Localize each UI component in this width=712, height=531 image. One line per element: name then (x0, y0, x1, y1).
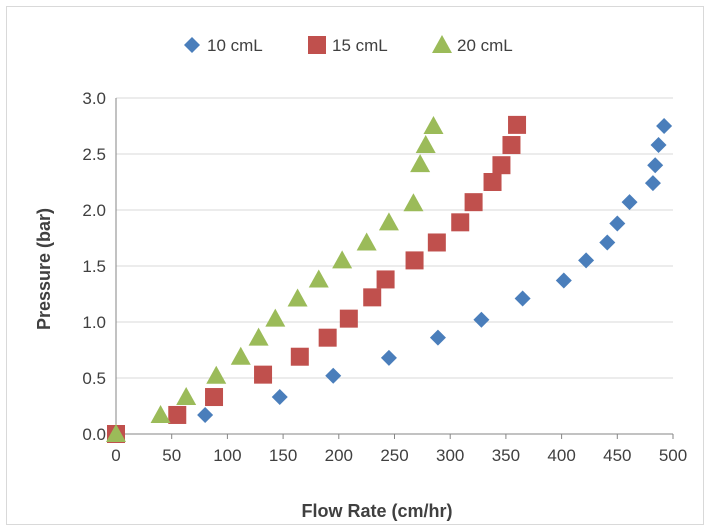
diamond-point (325, 367, 342, 384)
diamond-point (650, 137, 667, 154)
square-point (205, 388, 224, 407)
x-tick-label: 300 (436, 446, 464, 465)
square-point (290, 347, 309, 366)
legend-square-icon (308, 36, 326, 54)
diamond-point (578, 252, 595, 269)
legend-entry: 10 cmL (184, 36, 263, 55)
y-tick-label: 1.0 (82, 313, 106, 332)
triangle-point (423, 116, 444, 134)
diamond-point (197, 406, 214, 423)
legend-entry: 20 cmL (432, 35, 513, 55)
data-points (106, 115, 673, 443)
y-axis-title: Pressure (bar) (34, 208, 54, 330)
diamond-point (644, 175, 661, 192)
square-point (492, 156, 511, 175)
square-point (451, 213, 470, 232)
y-tick-label: 1.5 (82, 257, 106, 276)
diamond-point (621, 194, 638, 211)
diamond-point (656, 118, 673, 134)
diamond-point (609, 215, 626, 232)
triangle-point (176, 387, 197, 406)
square-point (168, 405, 187, 424)
legend-triangle-icon (432, 35, 452, 53)
diamond-point (555, 272, 572, 289)
tick-labels: 0.0 0.5 1.0 1.5 2.0 2.5 3.0 0 50 100 150 200 250 300 3… (82, 89, 687, 465)
triangle-point (106, 424, 126, 442)
diamond-point (473, 311, 490, 328)
x-tick-label: 400 (547, 446, 575, 465)
chart-frame: 0.0 0.5 1.0 1.5 2.0 2.5 3.0 0 50 100 150 200 250 300 3… (6, 6, 704, 525)
x-tick-label: 250 (380, 446, 408, 465)
axes (115, 98, 674, 439)
diamond-point (380, 349, 397, 366)
x-tick-label: 50 (162, 446, 181, 465)
legend-entry: 15 cmL (308, 36, 388, 55)
y-tick-label: 0.0 (82, 425, 106, 444)
y-tick-label: 2.5 (82, 145, 106, 164)
x-tick-label: 0 (111, 446, 120, 465)
scatter-chart: 0.0 0.5 1.0 1.5 2.0 2.5 3.0 0 50 100 150 200 250 300 3… (34, 35, 687, 521)
legend-label: 10 cmL (207, 36, 263, 55)
triangle-point (378, 212, 399, 231)
triangle-point (206, 365, 227, 384)
square-point (405, 251, 424, 270)
square-point (339, 309, 358, 328)
diamond-point (271, 389, 288, 406)
triangle-point (150, 404, 171, 423)
triangle-point (415, 135, 436, 154)
y-tick-label: 3.0 (82, 89, 106, 108)
x-tick-label: 100 (213, 446, 241, 465)
diamond-point (647, 157, 664, 174)
square-point (508, 115, 527, 134)
triangle-point (410, 154, 431, 173)
diamond-point (514, 290, 531, 307)
series-0 (108, 118, 673, 442)
x-tick-label: 450 (603, 446, 631, 465)
triangle-point (287, 288, 308, 307)
y-tick-label: 0.5 (82, 369, 106, 388)
triangle-point (356, 232, 377, 251)
square-point (502, 136, 521, 155)
square-point (318, 328, 337, 347)
triangle-point (308, 269, 329, 288)
series-1 (107, 115, 527, 443)
legend-label: 15 cmL (332, 36, 388, 55)
legend-diamond-icon (184, 37, 200, 53)
square-point (254, 365, 273, 384)
square-point (483, 173, 502, 191)
square-point (376, 270, 395, 289)
diamond-point (429, 329, 446, 346)
square-point (427, 233, 446, 252)
triangle-point (248, 327, 269, 346)
x-tick-label: 150 (269, 446, 297, 465)
diamond-point (599, 234, 616, 251)
y-tick-label: 2.0 (82, 201, 106, 220)
triangle-point (403, 193, 424, 212)
x-tick-label: 200 (325, 446, 353, 465)
x-tick-label: 350 (492, 446, 520, 465)
triangle-point (230, 346, 251, 365)
grid-lines (116, 97, 673, 435)
legend-label: 20 cmL (457, 36, 513, 55)
triangle-point (265, 308, 286, 327)
x-axis-title: Flow Rate (cm/hr) (301, 501, 452, 521)
legend: 10 cmL 15 cmL 20 cmL (184, 35, 513, 55)
square-point (464, 193, 483, 212)
x-tick-label: 500 (659, 446, 687, 465)
triangle-point (332, 250, 353, 269)
square-point (363, 288, 382, 307)
series-2 (106, 116, 444, 442)
